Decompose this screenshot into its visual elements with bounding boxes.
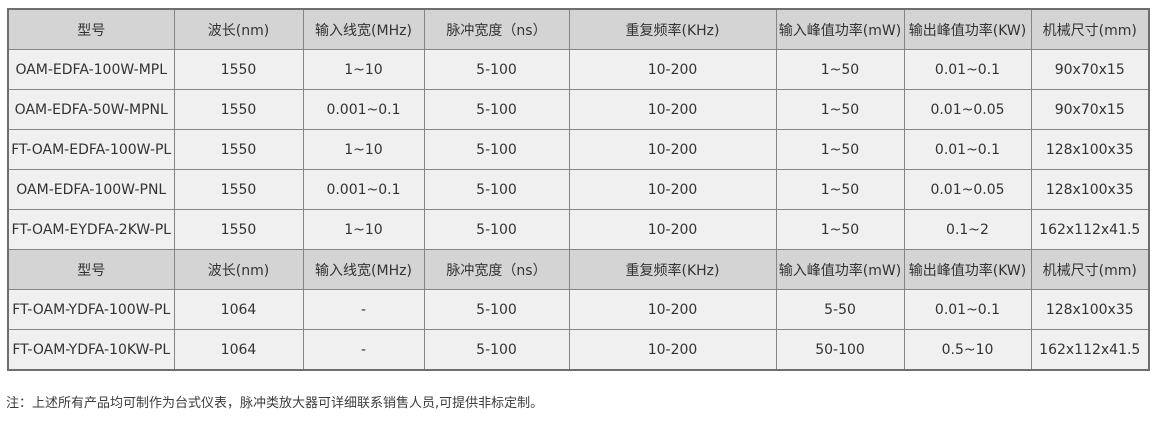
column-header: 输入峰值功率(mW): [775, 8, 905, 50]
model-cell: FT-OAM-EYDFA-2KW-PL: [7, 209, 175, 250]
column-header: 输出峰值功率(KW): [903, 8, 1032, 50]
value-cell: 0.01~0.1: [903, 129, 1032, 170]
column-header: 输入线宽(MHz): [302, 249, 425, 290]
value-cell: 10-200: [568, 289, 777, 330]
value-cell: 1~50: [775, 129, 905, 170]
value-cell: 10-200: [568, 209, 777, 250]
value-cell: 1~50: [775, 49, 905, 90]
value-cell: -: [302, 329, 425, 371]
value-cell: 128x100x35: [1030, 289, 1150, 330]
value-cell: 1550: [173, 169, 304, 210]
value-cell: 90x70x15: [1030, 49, 1150, 90]
value-cell: 128x100x35: [1030, 169, 1150, 210]
value-cell: 10-200: [568, 49, 777, 90]
column-header: 重复频率(KHz): [568, 8, 777, 50]
value-cell: 0.001~0.1: [302, 169, 425, 210]
value-cell: 1064: [173, 329, 304, 371]
column-header: 型号: [7, 8, 175, 50]
column-header: 型号: [7, 249, 175, 290]
table-row: OAM-EDFA-100W-PNL 1550 0.001~0.1 5-100 10-20…: [7, 169, 1150, 210]
header-row-section-1: 型号 波长(nm) 输入线宽(MHz) 脉冲宽度（ns） 重复频率(KHz) 输入峰值功率…: [7, 8, 1150, 50]
value-cell: 10-200: [568, 89, 777, 130]
model-cell: OAM-EDFA-50W-MPNL: [7, 89, 175, 130]
value-cell: 50-100: [775, 329, 905, 371]
value-cell: 1550: [173, 89, 304, 130]
table-row: OAM-EDFA-100W-MPL 1550 1~10 5-100 10-200 1~50…: [7, 49, 1150, 90]
value-cell: 10-200: [568, 329, 777, 371]
column-header: 输出峰值功率(KW): [903, 249, 1032, 290]
value-cell: 10-200: [568, 169, 777, 210]
value-cell: 0.001~0.1: [302, 89, 425, 130]
value-cell: 90x70x15: [1030, 89, 1150, 130]
value-cell: 1~10: [302, 209, 425, 250]
model-cell: FT-OAM-EDFA-100W-PL: [7, 129, 175, 170]
table-row: FT-OAM-EYDFA-2KW-PL 1550 1~10 5-100 10-200 1~…: [7, 209, 1150, 250]
value-cell: 5-100: [423, 329, 570, 371]
value-cell: 1550: [173, 49, 304, 90]
value-cell: 5-100: [423, 49, 570, 90]
value-cell: 1~50: [775, 209, 905, 250]
column-header: 脉冲宽度（ns）: [423, 249, 570, 290]
value-cell: -: [302, 289, 425, 330]
table-body: 型号 波长(nm) 输入线宽(MHz) 脉冲宽度（ns） 重复频率(KHz) 输入峰值功率…: [7, 8, 1150, 371]
value-cell: 5-100: [423, 289, 570, 330]
value-cell: 1~10: [302, 49, 425, 90]
table-row: FT-OAM-YDFA-10KW-PL 1064-5-100 10-200 50-10…: [7, 329, 1150, 371]
value-cell: 0.01~0.1: [903, 289, 1032, 330]
value-cell: 128x100x35: [1030, 129, 1150, 170]
value-cell: 1~50: [775, 89, 905, 130]
value-cell: 0.5~10: [903, 329, 1032, 371]
column-header: 重复频率(KHz): [568, 249, 777, 290]
value-cell: 5-100: [423, 169, 570, 210]
column-header: 机械尺寸(mm): [1030, 249, 1150, 290]
table-row: FT-OAM-EDFA-100W-PL 1550 1~10 5-100 10-200 1~…: [7, 129, 1150, 170]
model-cell: FT-OAM-YDFA-10KW-PL: [7, 329, 175, 371]
value-cell: 0.01~0.05: [903, 89, 1032, 130]
value-cell: 0.01~0.1: [903, 49, 1032, 90]
value-cell: 0.01~0.05: [903, 169, 1032, 210]
value-cell: 5-100: [423, 89, 570, 130]
model-cell: FT-OAM-YDFA-100W-PL: [7, 289, 175, 330]
value-cell: 0.1~2: [903, 209, 1032, 250]
column-header: 脉冲宽度（ns）: [423, 8, 570, 50]
value-cell: 1064: [173, 289, 304, 330]
model-cell: OAM-EDFA-100W-PNL: [7, 169, 175, 210]
value-cell: 1550: [173, 209, 304, 250]
footnote: 注：上述所有产品均可制作为台式仪表，脉冲类放大器可详细联系销售人员,可提供非标定…: [6, 396, 544, 411]
model-cell: OAM-EDFA-100W-MPL: [7, 49, 175, 90]
value-cell: 5-100: [423, 209, 570, 250]
table-row: OAM-EDFA-50W-MPNL 1550 0.001~0.1 5-100 10-20…: [7, 89, 1150, 130]
column-header: 机械尺寸(mm): [1030, 8, 1150, 50]
value-cell: 1550: [173, 129, 304, 170]
column-header: 波长(nm): [173, 249, 304, 290]
value-cell: 1~10: [302, 129, 425, 170]
value-cell: 5-50: [775, 289, 905, 330]
header-row-section-2: 型号 波长(nm) 输入线宽(MHz) 脉冲宽度（ns） 重复频率(KHz) 输入峰值功率…: [7, 249, 1150, 290]
column-header: 波长(nm): [173, 8, 304, 50]
table-row: FT-OAM-YDFA-100W-PL 1064-5-100 10-200 5-50 0…: [7, 289, 1150, 330]
column-header: 输入峰值功率(mW): [775, 249, 905, 290]
column-header: 输入线宽(MHz): [302, 8, 425, 50]
value-cell: 162x112x41.5: [1030, 209, 1150, 250]
value-cell: 5-100: [423, 129, 570, 170]
value-cell: 10-200: [568, 129, 777, 170]
value-cell: 162x112x41.5: [1030, 329, 1150, 371]
value-cell: 1~50: [775, 169, 905, 210]
amplifier-spec-table: 型号 波长(nm) 输入线宽(MHz) 脉冲宽度（ns） 重复频率(KHz) 输入峰值功率…: [7, 8, 1150, 371]
